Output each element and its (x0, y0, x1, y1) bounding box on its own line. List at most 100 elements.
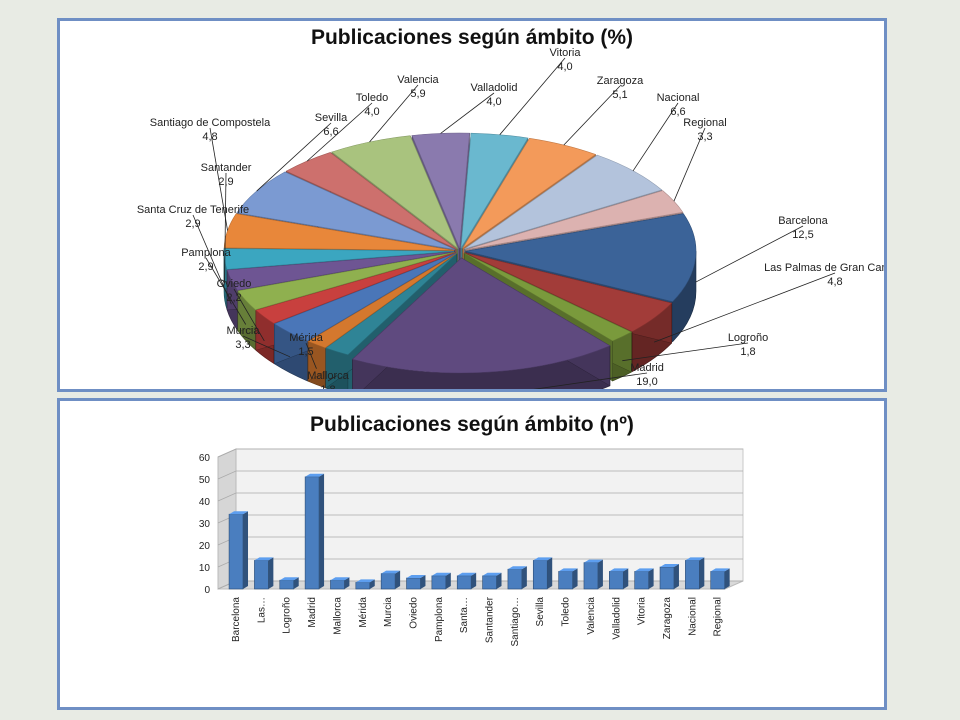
pie-leader-line (327, 375, 337, 382)
bar-nacional (685, 560, 700, 590)
bar-side (572, 568, 578, 589)
bar-barcelona (228, 513, 244, 590)
bar-side (496, 572, 502, 589)
bar-sevilla (532, 560, 548, 590)
pie-label-name: Santa Cruz de Tenerife (137, 204, 249, 216)
x-tick-label: Valladolid (611, 597, 622, 640)
bar-regional (710, 571, 725, 590)
bar-side (623, 568, 629, 589)
pie-label-value: 2,9 (218, 176, 233, 188)
pie-label-value: 5,9 (410, 88, 425, 100)
bar-top (609, 568, 629, 572)
pie-slice-valladolid (411, 132, 470, 249)
pie-leader-line (533, 372, 648, 389)
bar-top (583, 559, 603, 563)
pie-label-name: Las Palmas de Gran Canaria (764, 262, 884, 274)
pie-leader-line (233, 288, 265, 342)
x-tick-label: Murcia (383, 597, 394, 627)
y-tick-label: 60 (199, 453, 211, 464)
pie-leader-line (192, 214, 232, 305)
bar-side (293, 577, 299, 589)
pie-label-name: Valladolid (471, 82, 518, 94)
bar-top (533, 557, 553, 561)
bar-side (369, 579, 375, 589)
bar-top (710, 568, 730, 572)
pie-label-value: 4,8 (202, 131, 217, 143)
pie-slice-nacional (464, 154, 663, 250)
bar-top (634, 568, 654, 572)
bar-side (268, 557, 274, 589)
x-tick-label: Santander (485, 596, 496, 643)
bar-side (243, 511, 249, 589)
x-tick-label: Mérida (358, 597, 369, 628)
pie-leader-line (305, 342, 317, 369)
bar-logrono (279, 579, 295, 590)
pie-label-name: Zaragoza (597, 75, 644, 87)
bar-top (355, 579, 375, 583)
pie-label-value: 1,8 (320, 384, 335, 389)
x-tick-label: Logroño (282, 597, 293, 634)
pie-label-value: 19,0 (636, 376, 657, 388)
bar-side (547, 557, 553, 589)
x-tick-label: Las… (256, 597, 267, 623)
x-tick-label: Toledo (561, 597, 572, 627)
bar-top (685, 557, 705, 561)
bar-santa (456, 575, 472, 590)
y-tick-label: 50 (199, 475, 211, 486)
pie-label-name: Santiago de Compostela (150, 117, 271, 129)
pie-slice-regional (465, 190, 684, 251)
pie-slice-barcelona (465, 213, 697, 302)
pie-label-value: 6,6 (323, 126, 338, 138)
pie-leader-line (306, 102, 373, 162)
bar-side (319, 473, 325, 589)
bar-top (457, 572, 477, 576)
pie-label-name: Madrid (630, 362, 664, 374)
x-tick-label: Oviedo (408, 597, 419, 629)
x-tick-label: Nacional (687, 597, 698, 636)
bar-chart-panel: Publicaciones según ámbito (nº) 0 10 20 30 4… (57, 398, 887, 710)
pie-label-name: Vitoria (550, 47, 582, 59)
bar-murcia (380, 573, 396, 590)
pie-slice-santa-cruz-de-tenerife (226, 251, 455, 291)
pie-label-value: 3,3 (697, 131, 712, 143)
pie-label-value: 12,5 (792, 229, 813, 241)
bar-top (305, 473, 325, 477)
pie-leader-line (256, 122, 332, 192)
bar-toledo (558, 571, 573, 590)
bar-side (724, 568, 730, 589)
bar-chart-title: Publicaciones según ámbito (nº) (310, 413, 634, 436)
bar-oviedo (406, 577, 421, 590)
pie-label-value: 3,3 (235, 339, 250, 351)
pie-slices (223, 132, 697, 389)
pie-label-name: Mérida (289, 332, 324, 344)
pie-label-value: 6,6 (670, 106, 685, 118)
pie-leader-line (563, 85, 621, 146)
pie-chart-panel: Publicaciones según ámbito (%) Vitoria 4,… (57, 18, 887, 392)
bar-top (330, 577, 350, 581)
pie-label-value: 5,1 (612, 89, 627, 101)
bar-side (648, 568, 654, 589)
pie-label-name: Sevilla (315, 112, 348, 124)
bar-vitoria (634, 571, 649, 590)
pie-label-value: 1,5 (298, 346, 313, 358)
bar-side (597, 559, 603, 589)
x-tick-label: Valencia (586, 597, 597, 635)
x-tick-label: Santa… (459, 597, 470, 633)
pie-slice-oviedo (255, 252, 456, 324)
pie-slice-murcia (273, 252, 456, 342)
bar-side (673, 564, 679, 589)
bar-side (521, 566, 527, 589)
pie-leader-line (499, 57, 566, 135)
y-tick-label: 20 (199, 541, 211, 552)
pie-slice-pamplona (237, 251, 455, 311)
pie-label-value: 1,8 (740, 346, 755, 358)
bar-side (471, 572, 477, 589)
pie-label-name: Oviedo (217, 278, 252, 290)
x-tick-label: Madrid (307, 597, 318, 628)
pie-leader-line (632, 102, 679, 172)
pie-label-value: 4,0 (557, 61, 572, 73)
bar-zaragoza (659, 566, 675, 590)
pie-label-name: Nacional (657, 92, 700, 104)
bar-gridlines: 0 10 20 30 40 50 60 (199, 448, 743, 596)
